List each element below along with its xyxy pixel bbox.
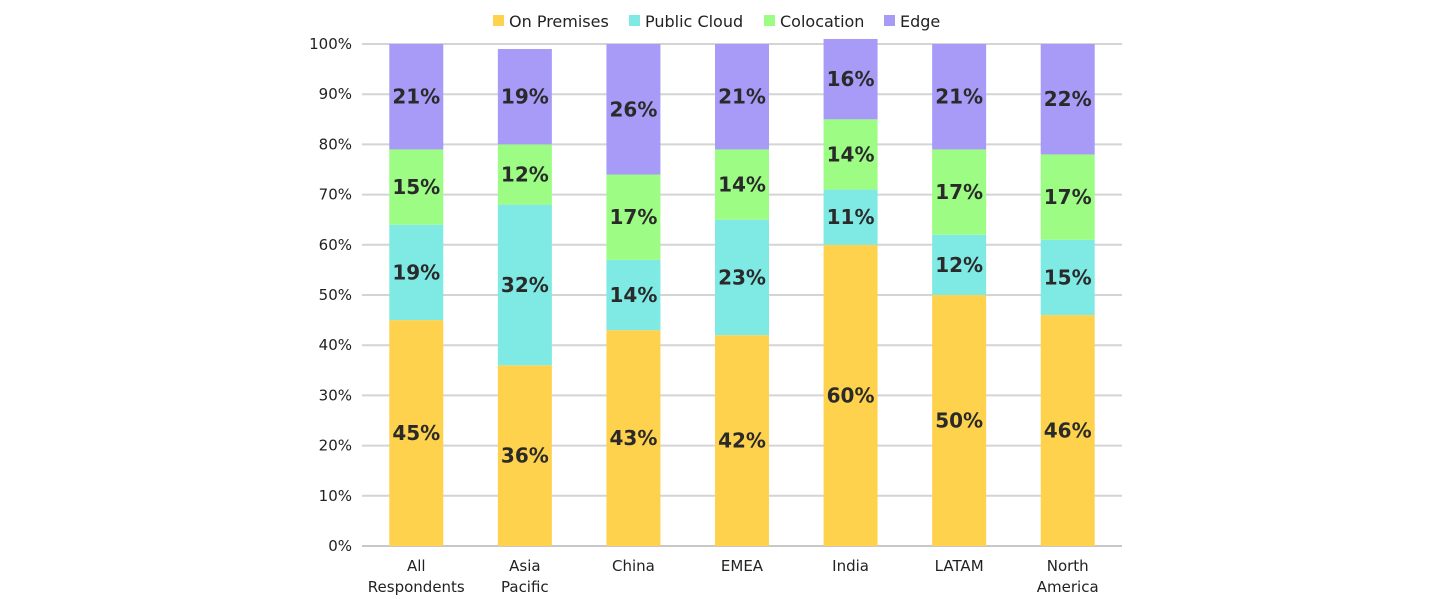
data-label: 60% — [827, 383, 875, 407]
bar-segment-edge — [715, 44, 769, 150]
bar-segment-colocation — [389, 149, 444, 225]
x-category-label: China — [612, 557, 655, 575]
data-label: 17% — [1044, 185, 1092, 209]
bar-segment-public-cloud — [932, 234, 987, 295]
data-label: 21% — [935, 85, 983, 109]
y-tick-label: 50% — [319, 286, 352, 304]
data-label: 21% — [718, 85, 766, 109]
x-category-label: Asia — [509, 557, 540, 575]
data-label: 23% — [718, 265, 766, 289]
legend-label: On Premises — [509, 12, 609, 31]
y-tick-label: 20% — [319, 437, 352, 455]
bar-segment-on-premises — [1040, 315, 1095, 546]
bar-segment-public-cloud — [606, 259, 661, 331]
data-label: 14% — [718, 173, 766, 197]
legend: On Premises Public Cloud Colocation Edge — [493, 12, 940, 31]
legend-label: Edge — [900, 12, 940, 31]
data-label: 21% — [392, 85, 440, 109]
bar-segment-on-premises — [932, 295, 987, 546]
y-tick-label: 10% — [319, 487, 352, 505]
data-label: 43% — [609, 426, 657, 450]
bar-segment-public-cloud — [389, 224, 444, 321]
x-category-label: LATAM — [935, 557, 984, 575]
bar-segment-public-cloud — [1040, 239, 1095, 316]
x-category-label: Pacific — [501, 578, 549, 596]
bar-segment-edge — [823, 38, 878, 120]
bar-segment-public-cloud — [497, 204, 552, 366]
x-category-label: America — [1037, 578, 1099, 596]
bar-segment-public-cloud — [823, 189, 878, 245]
y-tick-label: 60% — [319, 236, 352, 254]
bar-segment-on-premises — [823, 244, 878, 547]
bar-segment-edge — [1040, 44, 1095, 155]
data-label: 17% — [935, 180, 983, 204]
bar-segment-edge — [932, 44, 987, 150]
y-tick-label: 90% — [319, 85, 352, 103]
x-axis-category-labels: All Respondents Asia Pacific China EMEA India L… — [368, 557, 1099, 596]
data-label: 12% — [935, 253, 983, 277]
y-tick-label: 100% — [309, 35, 352, 53]
bar-segment-colocation — [823, 119, 878, 190]
legend-swatch — [764, 15, 775, 26]
y-tick-label: 0% — [328, 537, 352, 555]
y-tick-label: 30% — [319, 386, 352, 404]
x-category-label: North — [1047, 557, 1089, 575]
data-label: 36% — [501, 444, 549, 468]
bar-segment-public-cloud — [715, 219, 769, 336]
y-axis-tick-labels: 0% 10% 20% 30% 40% 50% 60% 70% 80% 90% 100% — [309, 35, 352, 555]
bar-segment-edge — [497, 49, 552, 145]
bar-segment-colocation — [715, 149, 769, 220]
x-category-label: EMEA — [721, 557, 764, 575]
bar-segment-colocation — [606, 174, 661, 260]
legend-swatch — [884, 15, 895, 26]
data-label: 19% — [501, 85, 549, 109]
data-label: 32% — [501, 273, 549, 297]
legend-swatch — [629, 15, 640, 26]
data-label: 15% — [392, 175, 440, 199]
data-label: 11% — [827, 205, 875, 229]
data-label: 14% — [609, 283, 657, 307]
data-label: 50% — [935, 409, 983, 433]
bar-segment-on-premises — [715, 335, 769, 546]
bar-segment-edge — [606, 44, 661, 175]
data-label: 16% — [827, 67, 875, 91]
bar-segment-colocation — [497, 144, 552, 205]
x-category-label: Respondents — [368, 578, 465, 596]
data-label: 26% — [609, 97, 657, 121]
bar-segment-on-premises — [497, 365, 552, 546]
data-label: 19% — [392, 260, 440, 284]
y-tick-label: 80% — [319, 135, 352, 153]
bars — [389, 38, 1095, 547]
legend-label: Colocation — [780, 12, 864, 31]
data-labels: 45% 19% 15% 21% 36% 32% 12% 19% 43% 14% 17% 26% 42% 2… — [392, 67, 1091, 468]
bar-segment-on-premises — [389, 320, 444, 546]
data-label: 46% — [1044, 419, 1092, 443]
legend-label: Public Cloud — [645, 12, 743, 31]
data-label: 17% — [609, 205, 657, 229]
bar-segment-colocation — [932, 149, 987, 235]
x-category-label: All — [407, 557, 426, 575]
data-label: 22% — [1044, 87, 1092, 111]
data-label: 12% — [501, 163, 549, 187]
bar-segment-on-premises — [606, 330, 661, 546]
data-label: 14% — [827, 142, 875, 166]
data-label: 42% — [718, 429, 766, 453]
bar-segment-edge — [389, 44, 444, 150]
x-category-label: India — [832, 557, 869, 575]
bar-segment-colocation — [1040, 154, 1095, 240]
y-tick-label: 40% — [319, 336, 352, 354]
data-label: 15% — [1044, 265, 1092, 289]
y-tick-label: 70% — [319, 186, 352, 204]
legend-swatch — [493, 15, 504, 26]
data-label: 45% — [392, 421, 440, 445]
